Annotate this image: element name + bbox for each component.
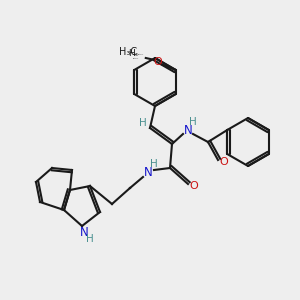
Text: O: O — [153, 57, 162, 67]
Text: O: O — [190, 181, 198, 191]
Text: H: H — [139, 118, 147, 128]
Text: N: N — [80, 226, 88, 238]
Text: N: N — [184, 124, 192, 136]
Text: methoxy: methoxy — [138, 54, 144, 55]
Text: H: H — [150, 159, 158, 169]
Text: ₃: ₃ — [135, 51, 137, 57]
Text: H: H — [189, 117, 197, 127]
Text: methoxy: methoxy — [133, 57, 139, 59]
Text: N: N — [144, 166, 152, 178]
Text: H: H — [128, 49, 135, 58]
Text: O: O — [220, 157, 228, 167]
Text: H: H — [86, 234, 94, 244]
Text: H₃C: H₃C — [119, 47, 137, 57]
